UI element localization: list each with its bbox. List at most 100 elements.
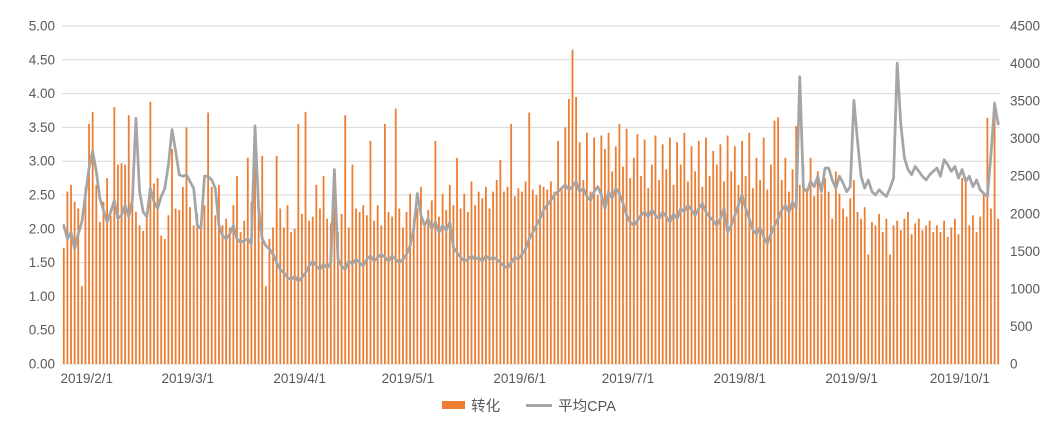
y-axis-right-label: 2500: [1010, 169, 1040, 184]
bar: [344, 115, 347, 364]
bar: [149, 101, 152, 365]
x-axis-label: 2019/6/1: [493, 371, 546, 386]
bar: [751, 188, 754, 364]
x-axis-label: 2019/8/1: [714, 371, 767, 386]
y-axis-right-label: 4500: [1010, 19, 1040, 34]
bar: [932, 232, 935, 364]
bar: [200, 222, 202, 364]
bar: [228, 227, 231, 364]
bar: [705, 137, 707, 364]
bar: [972, 215, 974, 364]
y-axis-right-label: 0: [1010, 357, 1018, 372]
bar: [394, 108, 397, 364]
y-axis-left-label: 0.00: [29, 357, 55, 372]
bar: [124, 164, 127, 364]
bar: [669, 137, 671, 364]
bar: [416, 208, 419, 364]
bar: [838, 193, 841, 364]
bar: [383, 124, 386, 365]
bar: [358, 211, 361, 364]
plot-area: 0.00 0.50 1.00 1.50 2.00 2.50 3.00 3.50 4.00 4.50…: [29, 19, 1040, 387]
bar: [607, 132, 610, 364]
y-axis-right-label: 3000: [1010, 131, 1040, 146]
bar: [712, 151, 715, 364]
bar: [907, 211, 909, 364]
bar: [997, 218, 1000, 364]
bar: [770, 164, 772, 364]
bar: [376, 205, 379, 364]
bar: [420, 186, 422, 364]
bar: [409, 193, 412, 364]
bar: [885, 218, 888, 364]
bar: [485, 186, 487, 364]
bar: [391, 216, 393, 364]
bar: [185, 127, 188, 365]
bar: [968, 225, 971, 364]
bar: [145, 215, 148, 364]
bar: [387, 211, 390, 364]
y-axis-right-label: 4000: [1010, 56, 1040, 71]
bar: [791, 169, 794, 364]
bar: [860, 218, 862, 364]
bar: [582, 180, 585, 364]
bar: [412, 218, 415, 364]
legend-item-conversions: 转化: [442, 395, 500, 416]
bar: [117, 164, 119, 364]
bar: [849, 198, 852, 364]
bar: [632, 157, 635, 364]
bar: [831, 218, 834, 364]
bar: [434, 140, 437, 364]
bar: [286, 205, 289, 364]
bar: [445, 209, 448, 364]
bar: [380, 225, 383, 364]
bar: [542, 186, 545, 364]
bar: [557, 140, 559, 364]
bar: [946, 236, 949, 364]
bar: [347, 227, 350, 364]
bar: [373, 220, 375, 364]
bar: [308, 220, 311, 364]
y-axis-left-label: 4.00: [29, 86, 55, 101]
legend: 转化 平均CPA: [0, 392, 1058, 418]
bar: [66, 191, 69, 364]
bar: [939, 232, 942, 364]
x-axis-label: 2019/4/1: [273, 371, 326, 386]
bar: [73, 201, 76, 364]
bar: [495, 180, 498, 364]
bar: [218, 184, 220, 364]
y-axis-right-label: 3500: [1010, 94, 1040, 109]
bar: [333, 207, 336, 364]
bar: [611, 171, 614, 364]
bar: [925, 225, 927, 364]
bar: [798, 184, 801, 364]
bar: [113, 107, 116, 365]
bar: [272, 227, 274, 364]
bar: [842, 208, 844, 364]
legend-label-conversions: 转化: [471, 398, 501, 415]
bar: [694, 171, 697, 364]
bar: [993, 101, 996, 365]
bar: [723, 181, 725, 364]
y-axis-right-label: 1000: [1010, 281, 1040, 296]
bar: [834, 171, 837, 364]
x-axis-labels: 2019/2/1 2019/3/1 2019/4/1 2019/5/1 2019/6/1…: [61, 371, 990, 386]
bar: [687, 181, 689, 364]
bar: [466, 211, 469, 364]
bar: [733, 146, 736, 364]
y-axis-left-label: 3.00: [29, 154, 55, 169]
bar: [629, 178, 632, 364]
bar: [719, 144, 722, 364]
y-axis-right-labels: 0 500 1000 1500 2000 2500 3000 3500 4000 4500: [1010, 19, 1040, 372]
y-axis-left-label: 3.50: [29, 120, 55, 135]
bar: [957, 234, 960, 364]
bar: [257, 211, 260, 364]
bar: [625, 128, 628, 364]
bar: [679, 164, 682, 364]
bar: [881, 232, 884, 364]
bar: [896, 220, 899, 364]
bar: [322, 176, 325, 364]
line-series-swatch-icon: [526, 403, 553, 407]
bar: [441, 193, 444, 364]
bar: [315, 184, 318, 364]
bar: [153, 183, 155, 364]
